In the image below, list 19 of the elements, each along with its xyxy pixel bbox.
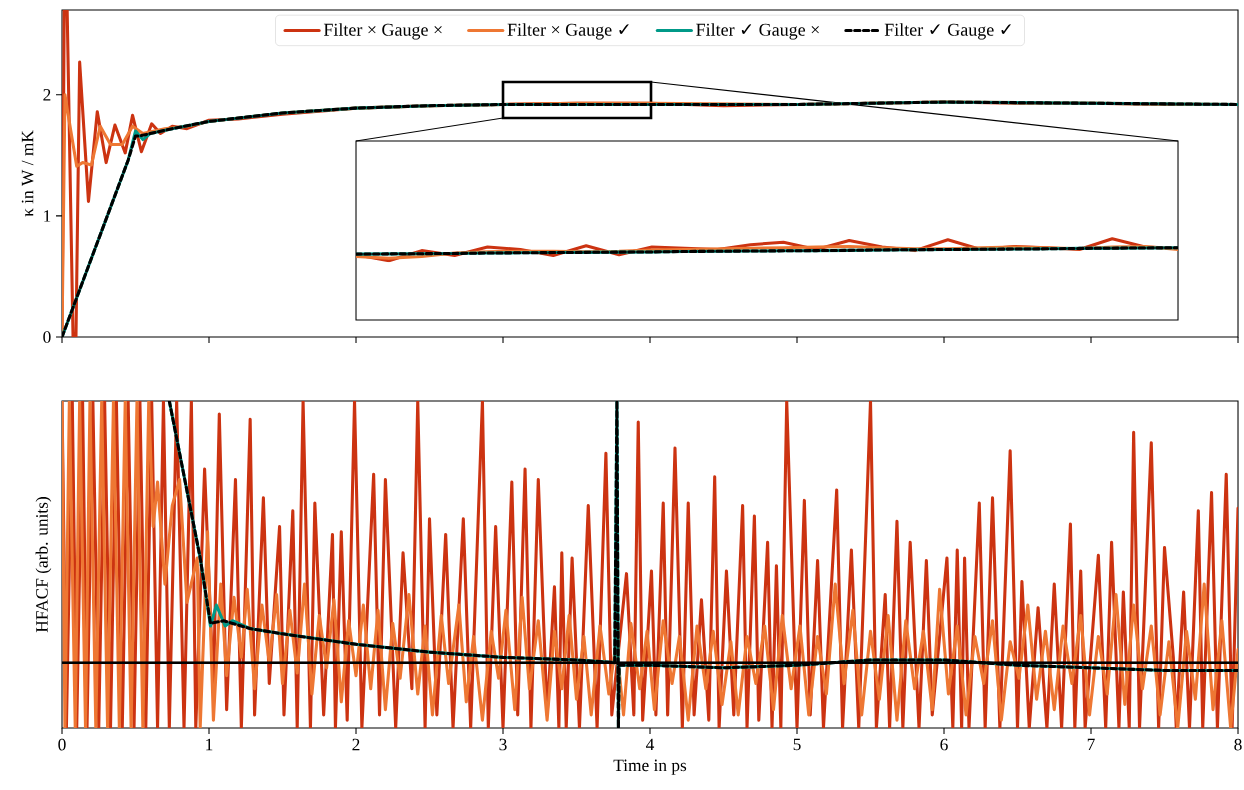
y-tick-label: 1 xyxy=(44,210,51,222)
legend-label: Filter ✓ Gauge × xyxy=(696,23,819,40)
y-tick-label: 0 xyxy=(43,331,51,343)
x-tick-label: 0 xyxy=(58,738,66,751)
legend-label: Filter ✓ Gauge ✓ xyxy=(884,23,1011,40)
x-tick-label: 4 xyxy=(646,738,655,751)
x-tick-label: 7 xyxy=(1087,738,1095,751)
y-tick-label: 2 xyxy=(43,89,51,101)
x-tick-label: 1 xyxy=(206,738,213,751)
x-tick-label: 6 xyxy=(940,738,948,751)
x-tick-label: 3 xyxy=(499,738,507,751)
x-tick-label: 2 xyxy=(352,738,360,751)
legend-label: Filter × Gauge × xyxy=(323,23,442,40)
y-axis-title: HFACF (arb. units) xyxy=(35,497,52,633)
x-tick-label: 5 xyxy=(793,738,801,751)
y-axis-title: κ in W / mK xyxy=(21,130,34,217)
legend-label: Filter × Gauge ✓ xyxy=(507,23,629,40)
x-axis-title: Time in ps xyxy=(613,759,687,775)
x-tick-label: 8 xyxy=(1234,738,1242,751)
